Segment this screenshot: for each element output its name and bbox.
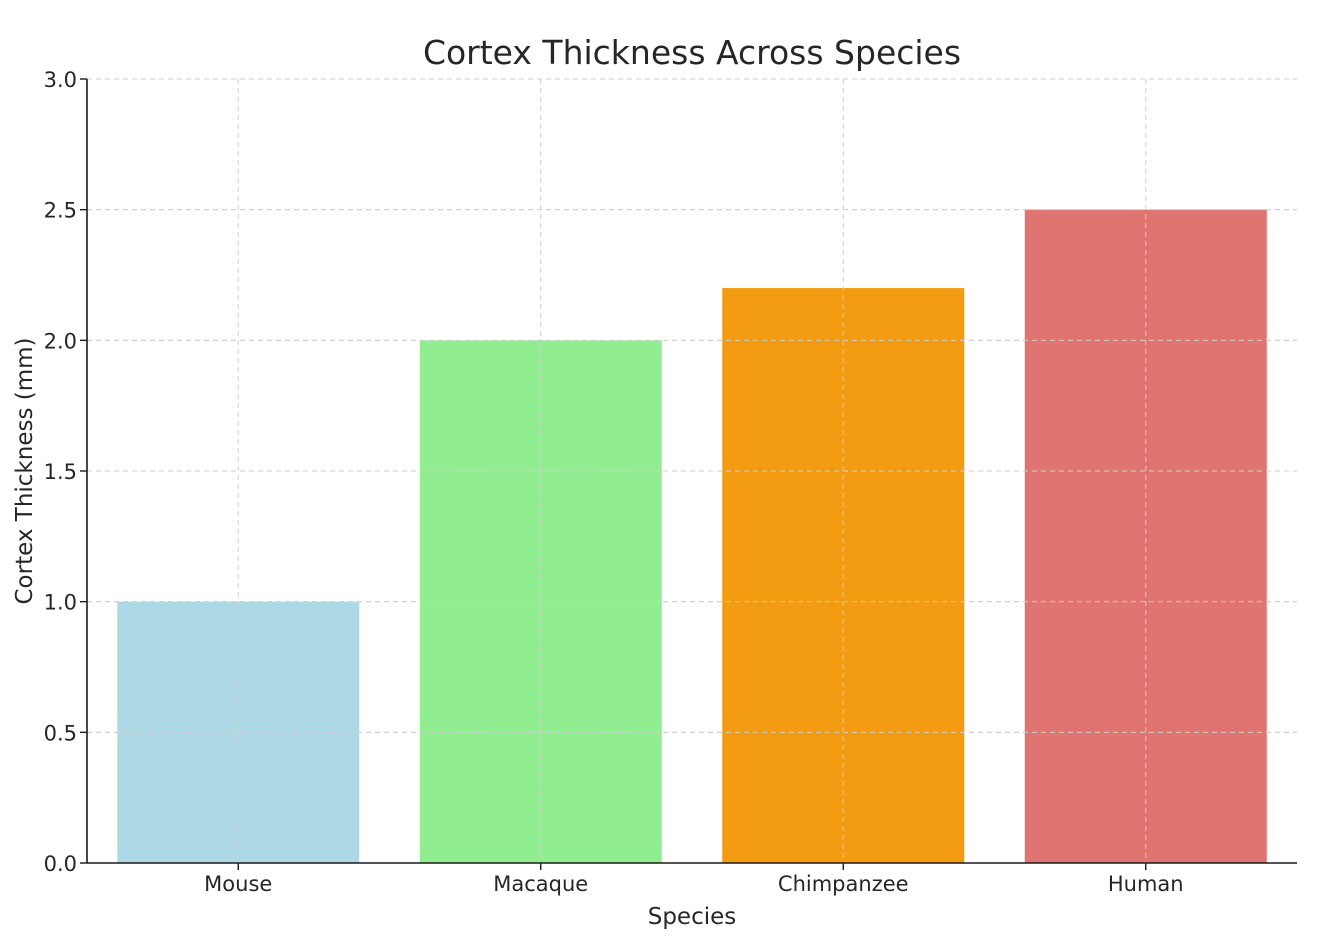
y-tick-label: 1.0 (44, 591, 77, 615)
x-ticks: Mouse Macaque Chimpanzee Human (204, 863, 1184, 896)
y-tick-label: 1.5 (44, 460, 77, 484)
x-axis-label: Species (648, 904, 737, 930)
bars (87, 78, 1297, 864)
x-tick-label: Macaque (493, 872, 588, 896)
y-tick-label: 0.5 (44, 721, 77, 745)
x-tick-label: Mouse (204, 872, 272, 896)
x-tick-label: Human (1108, 872, 1184, 896)
y-tick-label: 2.0 (44, 329, 77, 353)
y-ticks: 0.0 0.5 1.0 1.5 2.0 2.5 3.0 (44, 68, 87, 876)
y-axis-label: Cortex Thickness (mm) (12, 337, 38, 604)
y-tick-label: 2.5 (44, 199, 77, 223)
x-tick-label: Chimpanzee (778, 872, 909, 896)
chart-title: Cortex Thickness Across Species (423, 33, 961, 72)
y-tick-label: 0.0 (44, 852, 77, 876)
y-tick-label: 3.0 (44, 68, 77, 92)
